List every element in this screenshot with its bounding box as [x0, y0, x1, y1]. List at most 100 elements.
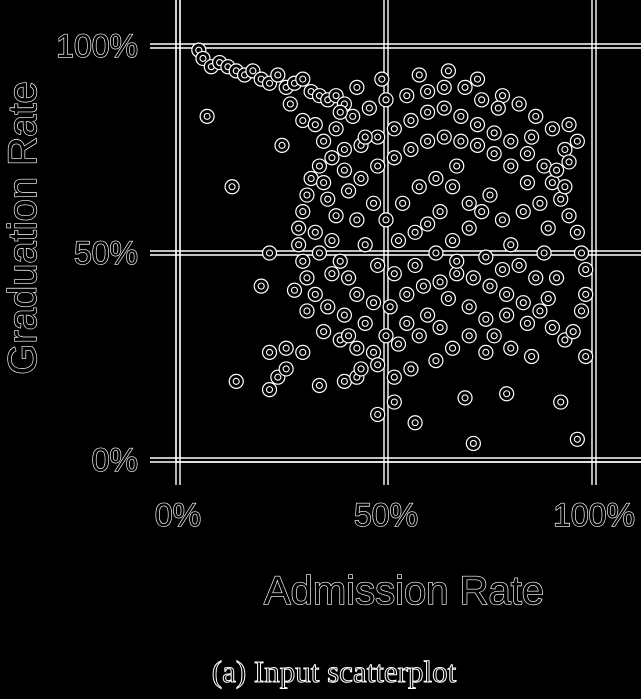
scatter-point-core [320, 179, 328, 187]
scatter-point [320, 191, 336, 207]
scatter-point-core [369, 199, 378, 207]
scatter-point-core [469, 439, 477, 447]
scatter-point-core [544, 294, 552, 303]
scatter-point [295, 71, 311, 87]
scatter-point-core [382, 96, 390, 104]
scatter-point [465, 270, 481, 286]
scatter-point-core [394, 237, 403, 245]
scatter-point-core [336, 257, 344, 265]
scatter-point [386, 266, 402, 282]
scatter-point [311, 377, 328, 394]
scatter-point [420, 307, 436, 323]
scatter-point [449, 158, 465, 174]
scatter-point-core [303, 191, 311, 199]
figure-caption: (a) Input scatterplot [212, 654, 457, 689]
scatter-point-core [486, 282, 494, 290]
scatter-point-core [490, 129, 498, 137]
scatter-point-core [249, 67, 257, 75]
scatter-point [407, 224, 423, 240]
scatter-point-core [519, 299, 527, 307]
scatter-point [494, 261, 511, 278]
scatter-point [353, 361, 369, 377]
scatter-point [478, 249, 494, 265]
scatter-point [403, 361, 419, 377]
scatter-point-core [403, 92, 411, 100]
scatter-point-core [374, 410, 382, 419]
scatter-point [519, 146, 536, 162]
scatter-point [461, 328, 477, 344]
scatter-point-core [507, 241, 515, 249]
scatter-point-core [390, 398, 398, 406]
scatter-point-core [523, 179, 531, 187]
scatter-point [378, 212, 394, 228]
scatter-point-core [565, 158, 573, 166]
scatter-point [503, 340, 519, 356]
scatter-point [578, 348, 594, 365]
scatter-point-core [299, 257, 307, 265]
scatter-point-core [282, 344, 290, 352]
scatter-point-core [299, 208, 307, 216]
scatter-point [407, 415, 423, 431]
scatter-point-core [311, 121, 319, 129]
scatter-point [486, 328, 502, 344]
scatter-point [345, 108, 361, 124]
scatter-point-core [424, 311, 432, 319]
scatter-point [253, 278, 269, 294]
scatter-point-core [374, 361, 382, 369]
scatter-point-core [561, 145, 569, 154]
scatter-point [519, 315, 536, 331]
scatter-point-core [532, 274, 540, 282]
x-tick-label: 0% [155, 497, 201, 533]
scatter-point [578, 261, 594, 278]
scatter-point [340, 328, 357, 344]
scatter-point-core [577, 307, 586, 315]
scatter-point-core [461, 83, 469, 91]
scatter-point [299, 303, 315, 319]
scatter-point-core [345, 274, 353, 282]
scatter-point [532, 303, 548, 319]
scatter-point-core [532, 112, 540, 120]
scatter-point [432, 319, 448, 336]
scatter-point-core [565, 212, 573, 220]
scatter-point [461, 220, 477, 236]
x-axis-label: Admission Rate [264, 569, 544, 613]
scatter-point-core [544, 224, 552, 232]
scatter-point [395, 195, 411, 211]
scatter-point-core [415, 332, 423, 340]
scatter-point [515, 295, 531, 311]
scatter-point [444, 340, 461, 356]
scatter-point [482, 187, 498, 203]
scatter-point-core [436, 208, 444, 216]
scatter-point-core [332, 92, 340, 100]
scatter-point [553, 394, 569, 410]
scatter-point-core [353, 83, 361, 91]
scatter-point-core [353, 344, 361, 352]
scatter-point [420, 104, 436, 120]
scatter-point-core [274, 373, 282, 381]
scatter-point [440, 63, 456, 79]
scatter-point-core [345, 187, 353, 195]
scatter-point [390, 336, 407, 352]
scatter-point [569, 133, 585, 149]
scatter-point [511, 257, 527, 274]
scatter-point-core [553, 166, 561, 174]
scatter-point [428, 170, 444, 187]
scatter-point-core [419, 282, 427, 290]
scatter-point-core [394, 340, 403, 348]
scatter-point-core [369, 299, 378, 307]
scatter-point [399, 88, 415, 104]
scatter-point [274, 137, 290, 153]
scatter-point-core [274, 71, 282, 79]
scatter-point [357, 129, 373, 145]
scatter-point [457, 79, 473, 96]
scatter-point-core [382, 332, 390, 340]
scatter-point [336, 373, 352, 389]
scatter-point-core [523, 319, 531, 327]
scatter-point [365, 195, 382, 211]
scatter-point [490, 100, 506, 116]
scatter-point [278, 361, 294, 377]
scatter-point [548, 162, 565, 178]
scatter-point [349, 212, 365, 228]
scatter-point-core [340, 166, 348, 174]
scatter-point [370, 257, 386, 274]
